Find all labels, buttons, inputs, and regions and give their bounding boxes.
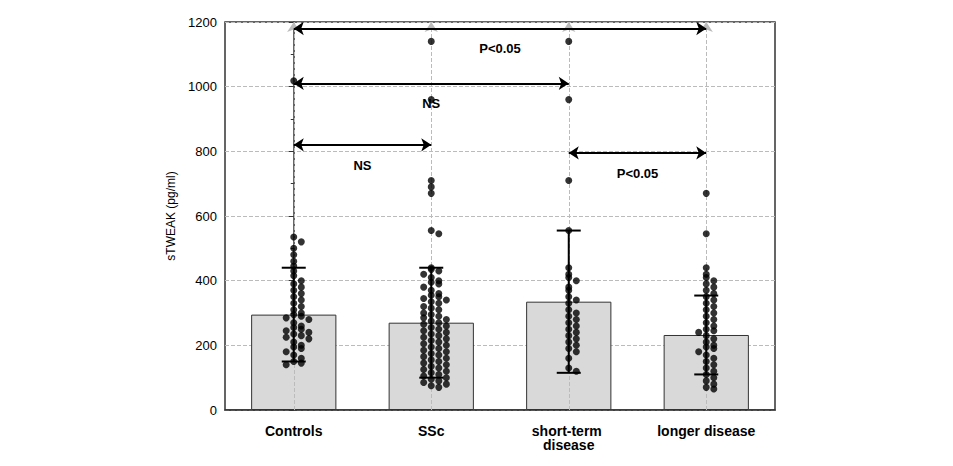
svg-text:Controls: Controls xyxy=(265,423,323,439)
svg-text:400: 400 xyxy=(195,273,217,288)
svg-text:1000: 1000 xyxy=(188,79,217,94)
svg-text:disease: disease xyxy=(543,437,595,453)
svg-text:200: 200 xyxy=(195,338,217,353)
svg-text:longer disease: longer disease xyxy=(657,423,755,439)
svg-text:NS: NS xyxy=(422,96,440,111)
svg-text:NS: NS xyxy=(353,158,371,173)
svg-text:SSc: SSc xyxy=(418,423,445,439)
svg-text:1200: 1200 xyxy=(188,15,217,30)
svg-text:short-term: short-term xyxy=(531,423,606,439)
svg-text:800: 800 xyxy=(195,144,217,159)
svg-text:P<0.05: P<0.05 xyxy=(617,166,659,181)
svg-text:600: 600 xyxy=(195,209,217,224)
svg-text:P<0.05: P<0.05 xyxy=(479,41,521,56)
svg-text:sTWEAK (pg/ml): sTWEAK (pg/ml) xyxy=(164,171,178,260)
svg-text:0: 0 xyxy=(210,403,217,418)
